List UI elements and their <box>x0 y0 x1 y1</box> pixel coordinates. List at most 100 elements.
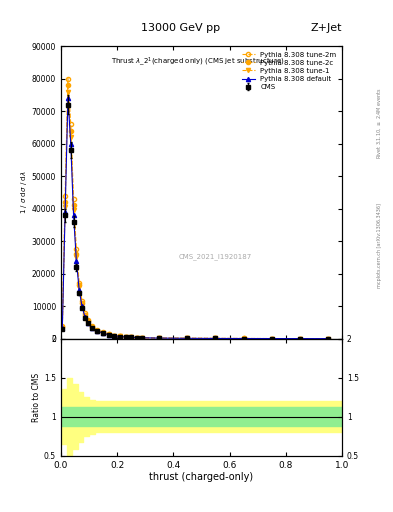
Pythia 8.308 default <box>140 335 145 341</box>
Pythia 8.308 default <box>325 335 330 342</box>
Pythia 8.308 tune-1 <box>118 333 122 339</box>
Pythia 8.308 tune-2m <box>63 193 68 199</box>
Pythia 8.308 tune-1 <box>80 302 84 308</box>
Pythia 8.308 tune-2c <box>107 331 111 337</box>
Pythia 8.308 tune-2m <box>77 280 81 286</box>
Pythia 8.308 default <box>85 319 90 326</box>
Pythia 8.308 tune-2c <box>269 335 274 342</box>
Pythia 8.308 tune-2m <box>325 335 330 342</box>
Pythia 8.308 default <box>129 334 134 340</box>
Pythia 8.308 tune-2m <box>60 323 65 329</box>
Pythia 8.308 tune-1 <box>71 207 76 214</box>
Pythia 8.308 tune-2m <box>101 329 105 335</box>
Pythia 8.308 tune-1 <box>140 335 145 341</box>
Pythia 8.308 tune-2c <box>80 300 84 306</box>
Pythia 8.308 default <box>112 333 117 339</box>
Pythia 8.308 default <box>77 287 81 293</box>
Y-axis label: Ratio to CMS: Ratio to CMS <box>32 373 41 422</box>
Pythia 8.308 tune-2m <box>134 334 139 340</box>
Line: Pythia 8.308 default: Pythia 8.308 default <box>60 96 330 340</box>
Pythia 8.308 default <box>68 140 73 146</box>
Pythia 8.308 tune-1 <box>60 325 65 331</box>
Pythia 8.308 tune-1 <box>185 335 190 342</box>
Pythia 8.308 tune-2c <box>77 282 81 288</box>
Pythia 8.308 tune-1 <box>269 335 274 342</box>
Pythia 8.308 tune-1 <box>74 254 79 261</box>
Pythia 8.308 default <box>90 325 94 331</box>
Pythia 8.308 tune-2c <box>123 334 128 340</box>
Pythia 8.308 tune-2c <box>134 334 139 340</box>
Pythia 8.308 default <box>185 335 190 342</box>
Pythia 8.308 tune-2m <box>74 246 79 252</box>
Pythia 8.308 tune-2m <box>95 327 100 333</box>
Line: Pythia 8.308 tune-2c: Pythia 8.308 tune-2c <box>60 83 330 340</box>
Pythia 8.308 tune-1 <box>298 335 302 342</box>
Y-axis label: 1 / $\sigma$ d$\sigma$ / d$\lambda$: 1 / $\sigma$ d$\sigma$ / d$\lambda$ <box>19 170 29 214</box>
Pythia 8.308 tune-2m <box>85 317 90 324</box>
Pythia 8.308 tune-1 <box>213 335 218 342</box>
Pythia 8.308 tune-2m <box>140 335 145 341</box>
Pythia 8.308 tune-2m <box>241 335 246 342</box>
Text: Thrust $\lambda$_2$^1$(charged only) (CMS jet substructure): Thrust $\lambda$_2$^1$(charged only) (CM… <box>112 55 285 68</box>
Text: 13000 GeV pp: 13000 GeV pp <box>141 23 220 33</box>
Pythia 8.308 tune-2c <box>118 333 122 339</box>
Pythia 8.308 tune-2c <box>71 202 76 208</box>
Pythia 8.308 tune-2c <box>68 127 73 134</box>
Pythia 8.308 default <box>95 328 100 334</box>
Pythia 8.308 default <box>123 334 128 340</box>
Pythia 8.308 tune-1 <box>66 89 70 95</box>
Pythia 8.308 tune-1 <box>77 284 81 290</box>
Pythia 8.308 tune-2c <box>157 335 162 341</box>
Pythia 8.308 tune-1 <box>123 334 128 340</box>
Line: Pythia 8.308 tune-1: Pythia 8.308 tune-1 <box>60 90 330 340</box>
Pythia 8.308 tune-2m <box>185 335 190 342</box>
Pythia 8.308 tune-2c <box>101 330 105 336</box>
Pythia 8.308 default <box>63 209 68 215</box>
Pythia 8.308 tune-2m <box>269 335 274 342</box>
Pythia 8.308 tune-2m <box>157 335 162 341</box>
Pythia 8.308 tune-2m <box>123 334 128 340</box>
Text: Rivet 3.1.10, $\geq$ 2.4M events: Rivet 3.1.10, $\geq$ 2.4M events <box>375 87 383 159</box>
Pythia 8.308 tune-1 <box>85 319 90 325</box>
Pythia 8.308 default <box>71 212 76 218</box>
Pythia 8.308 default <box>80 303 84 309</box>
Pythia 8.308 tune-1 <box>112 333 117 339</box>
Pythia 8.308 default <box>118 333 122 339</box>
Pythia 8.308 tune-2m <box>118 333 122 339</box>
Pythia 8.308 tune-1 <box>90 325 94 331</box>
Pythia 8.308 tune-2c <box>140 335 145 341</box>
Pythia 8.308 default <box>83 313 87 319</box>
Pythia 8.308 tune-2m <box>90 323 94 329</box>
X-axis label: thrust (charged-only): thrust (charged-only) <box>149 472 253 482</box>
Pythia 8.308 tune-2m <box>83 310 87 316</box>
Pythia 8.308 tune-2c <box>325 335 330 342</box>
Pythia 8.308 tune-2c <box>90 324 94 330</box>
Pythia 8.308 tune-2m <box>213 335 218 342</box>
Pythia 8.308 tune-1 <box>241 335 246 342</box>
Pythia 8.308 tune-2c <box>129 334 134 340</box>
Pythia 8.308 tune-1 <box>157 335 162 341</box>
Pythia 8.308 default <box>134 334 139 340</box>
Pythia 8.308 default <box>60 325 65 331</box>
Pythia 8.308 tune-2m <box>66 75 70 81</box>
Pythia 8.308 default <box>66 95 70 101</box>
Pythia 8.308 tune-2c <box>95 328 100 334</box>
Pythia 8.308 tune-1 <box>63 204 68 210</box>
Pythia 8.308 tune-2c <box>60 324 65 330</box>
Pythia 8.308 tune-1 <box>83 312 87 318</box>
Pythia 8.308 default <box>157 335 162 341</box>
Pythia 8.308 default <box>107 332 111 338</box>
Pythia 8.308 tune-1 <box>95 328 100 334</box>
Text: mcplots.cern.ch [arXiv:1306.3436]: mcplots.cern.ch [arXiv:1306.3436] <box>377 203 382 288</box>
Pythia 8.308 tune-2m <box>129 334 134 340</box>
Text: Z+Jet: Z+Jet <box>310 23 342 33</box>
Pythia 8.308 tune-2m <box>107 331 111 337</box>
Pythia 8.308 tune-2m <box>71 196 76 202</box>
Pythia 8.308 tune-2c <box>185 335 190 342</box>
Pythia 8.308 tune-1 <box>101 330 105 336</box>
Pythia 8.308 tune-2c <box>213 335 218 342</box>
Pythia 8.308 default <box>213 335 218 342</box>
Pythia 8.308 tune-2c <box>66 82 70 88</box>
Pythia 8.308 tune-1 <box>68 134 73 140</box>
Pythia 8.308 tune-2c <box>63 199 68 205</box>
